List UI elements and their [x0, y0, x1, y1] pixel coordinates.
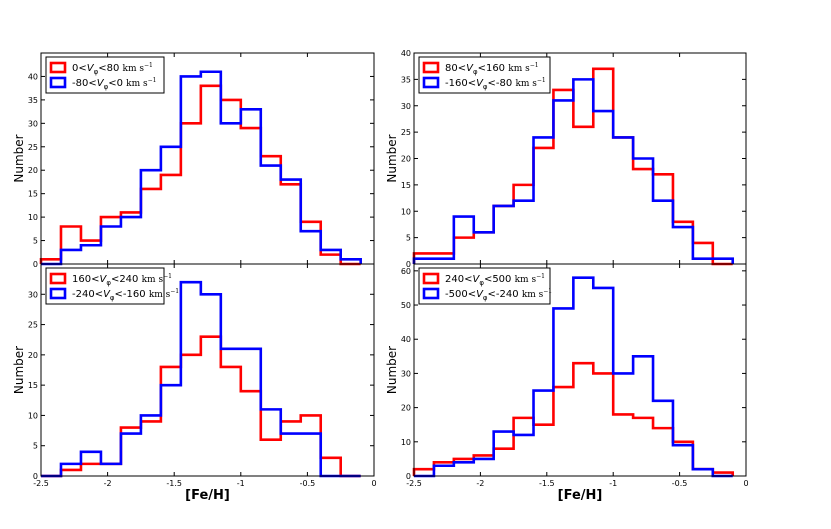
y-tick-label: 10: [28, 411, 38, 420]
legend-box: [418, 267, 551, 305]
y-tick-label: 0: [406, 260, 411, 269]
y-tick-label: 10: [401, 438, 411, 447]
x-tick-label: -2: [104, 479, 112, 488]
legend-label-red: 160<Vφ<240 km s−1: [72, 273, 172, 287]
y-tick-label: 60: [401, 267, 411, 276]
legend-label-red: 0<Vφ<80 km s−1: [72, 62, 153, 76]
panel-bottom-left: 0 5 10 15 20 25 30 -2.5 -2 -1.5 -1 -0.5 0 Number [Fe/H…: [12, 263, 377, 503]
y-tick-label: 5: [33, 237, 38, 246]
legend: 160<Vφ<240 km s−1-240<Vφ<-160 km s−1: [45, 267, 179, 305]
x-tick-label: -2.5: [33, 479, 49, 488]
legend-label-blue: -240<Vφ<-160 km s−1: [72, 288, 179, 302]
y-tick-label: 10: [401, 207, 411, 216]
y-tick-label: 30: [401, 102, 411, 111]
y-tick-label: 5: [33, 442, 38, 451]
axes-frame: [413, 263, 747, 477]
panel-top-right: 0 5 10 15 20 25 30 35 40 Number 80<Vφ<160 km s−1-1…: [385, 49, 747, 269]
histogram-blue-series: [41, 70, 362, 266]
y-tick-label: 50: [401, 301, 411, 310]
panel-top-left: 0 5 10 15 20 25 30 35 40 Number 0<Vφ<80 km s−1-80<…: [12, 52, 375, 269]
x-tick-label: -1.5: [539, 479, 555, 488]
y-tick-label: 0: [33, 260, 38, 269]
y-tick-label: 35: [401, 75, 411, 84]
legend-label-blue: -500<Vφ<-240 km s−1: [445, 288, 552, 302]
y-axis-label: Number: [12, 346, 26, 394]
y-tick-label: 15: [401, 181, 411, 190]
legend-box: [418, 56, 551, 94]
x-tick-label: -1: [609, 479, 617, 488]
x-tick-label: -2: [476, 479, 484, 488]
x-axis-label: [Fe/H]: [558, 488, 603, 503]
x-tick-label: 0: [743, 479, 748, 488]
y-tick-label: 20: [28, 351, 38, 360]
legend-swatch-blue: [49, 76, 67, 89]
y-tick-label: 35: [28, 96, 38, 105]
x-tick-label: -0.5: [300, 479, 316, 488]
histogram-red-series: [39, 84, 361, 266]
y-tick-label: 25: [28, 143, 38, 152]
legend-label-red: 80<Vφ<160 km s−1: [445, 62, 539, 76]
x-tick-label: -2.5: [406, 479, 422, 488]
y-tick-label: 30: [401, 369, 411, 378]
x-tick-label: -1.5: [166, 479, 182, 488]
legend-swatch-red: [49, 61, 67, 74]
y-tick-label: 20: [28, 166, 38, 175]
legend-swatch-red: [49, 272, 67, 285]
y-axis-label: Number: [385, 346, 399, 394]
y-tick-label: 0: [406, 472, 411, 481]
x-tick-label: -1: [237, 479, 245, 488]
y-tick-label: 15: [28, 190, 38, 199]
legend-label-blue: -160<Vφ<-80 km s−1: [445, 77, 546, 91]
x-tick-label: 0: [371, 479, 376, 488]
histogram-blue-series: [41, 280, 361, 478]
legend: 240<Vφ<500 km s−1-500<Vφ<-240 km s−1: [418, 267, 552, 305]
axes-frame: [40, 263, 375, 477]
y-tick-label: 30: [28, 290, 38, 299]
legend-swatch-blue: [422, 287, 440, 300]
y-axis-label: Number: [385, 134, 399, 182]
y-tick-label: 30: [28, 119, 38, 128]
legend-swatch-blue: [49, 287, 67, 300]
y-tick-label: 40: [401, 335, 411, 344]
legend-swatch-red: [422, 272, 440, 285]
y-tick-label: 25: [401, 128, 411, 137]
x-tick-label: -0.5: [672, 479, 688, 488]
y-tick-label: 40: [401, 49, 411, 58]
histogram-red-series: [412, 361, 735, 476]
legend-label-blue: -80<Vφ<0 km s−1: [72, 77, 156, 91]
histogram-blue-series: [412, 78, 735, 264]
histogram-red-series: [41, 335, 361, 478]
y-tick-label: 10: [28, 213, 38, 222]
y-tick-label: 20: [401, 404, 411, 413]
y-tick-label: 40: [28, 72, 38, 81]
y-tick-label: 20: [401, 155, 411, 164]
legend: 80<Vφ<160 km s−1-160<Vφ<-80 km s−1: [418, 56, 551, 94]
y-axis-label: Number: [12, 134, 26, 182]
y-tick-label: 25: [28, 321, 38, 330]
x-axis-label: [Fe/H]: [185, 488, 230, 503]
legend: 0<Vφ<80 km s−1-80<Vφ<0 km s−1: [45, 56, 165, 94]
panel-bottom-right: 0 10 20 30 40 50 60 -2.5 -2 -1.5 -1 -0.5 0 Number [Fe/…: [385, 263, 749, 503]
legend-swatch-red: [422, 61, 440, 74]
legend-swatch-blue: [422, 76, 440, 89]
y-tick-label: 0: [33, 472, 38, 481]
y-tick-label: 15: [28, 381, 38, 390]
legend-label-red: 240<Vφ<500 km s−1: [445, 273, 545, 287]
histogram-blue-series: [414, 276, 733, 478]
y-tick-label: 5: [406, 234, 411, 243]
